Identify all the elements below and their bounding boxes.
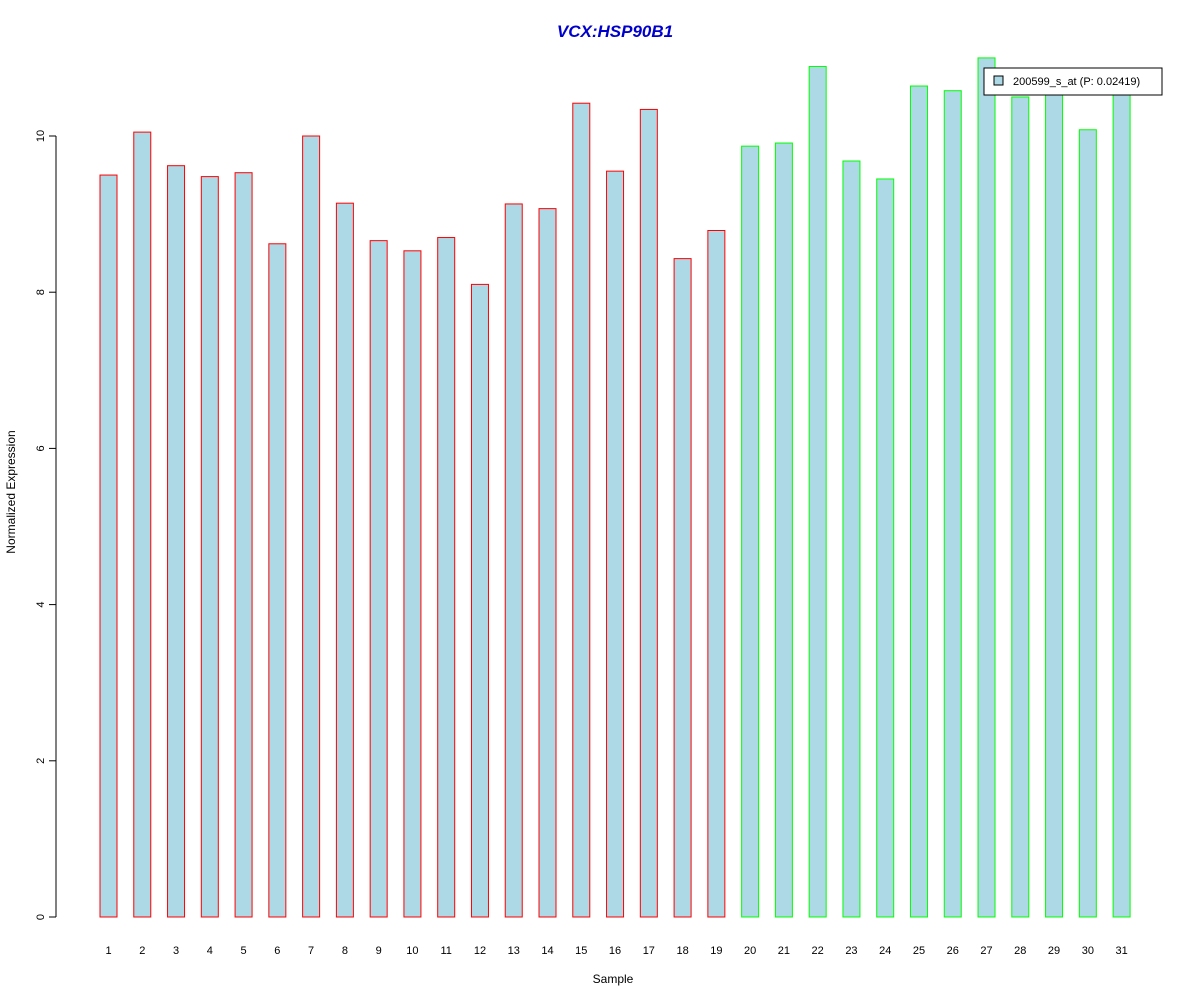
x-tick-label: 13 [508,945,520,957]
bar [470,283,489,918]
x-tick-label: 16 [609,945,621,957]
bar [133,131,152,918]
x-tick-label: 2 [139,945,145,957]
bar [808,65,827,918]
x-tick-label: 10 [406,945,418,957]
legend-box [983,67,1163,96]
y-tick-label: 0 [35,914,47,920]
chart-title: VCX:HSP90B1 [557,22,673,41]
bar [167,165,186,918]
x-tick-label: 6 [274,945,280,957]
bar [876,178,895,918]
x-tick-label: 19 [710,945,722,957]
x-tick-label: 30 [1082,945,1094,957]
bar [1045,90,1064,918]
bar [1078,129,1097,918]
y-axis-label: Normalized Expression [4,430,18,553]
bar [538,208,557,918]
x-tick-label: 22 [812,945,824,957]
x-tick-label: 3 [173,945,179,957]
bar [673,258,692,918]
x-tick-label: 12 [474,945,486,957]
bar [639,108,658,918]
x-tick-label: 5 [241,945,247,957]
x-tick-label: 18 [676,945,688,957]
y-tick-label: 2 [35,758,47,764]
bar [268,243,287,918]
x-tick-label: 21 [778,945,790,957]
bar-series [99,57,1131,918]
x-tick-label: 26 [947,945,959,957]
x-tick-label: 17 [643,945,655,957]
bar [909,85,928,918]
bar [943,90,962,918]
x-tick-label: 14 [541,945,553,957]
x-tick-label: 25 [913,945,925,957]
legend: 200599_s_at (P: 0.02419) [983,67,1163,96]
bar [99,174,118,918]
bar [234,172,253,918]
x-tick-label: 8 [342,945,348,957]
x-tick-label: 24 [879,945,891,957]
bar [741,145,760,918]
bar [1011,96,1030,918]
x-tick-label: 29 [1048,945,1060,957]
legend-entry: 200599_s_at (P: 0.02419) [1013,76,1140,88]
x-tick-label: 1 [105,945,111,957]
x-tick-label: 4 [207,945,213,957]
bar [335,202,354,918]
y-axis: 0 2 4 6 8 10 [35,130,57,920]
x-tick-label: 31 [1115,945,1127,957]
bar [977,57,996,918]
x-tick-label: 9 [376,945,382,957]
x-axis-label: Sample [593,972,634,986]
bar [707,230,726,918]
bar [504,203,523,918]
bar [369,240,388,918]
x-tick-label: 27 [980,945,992,957]
bar [842,160,861,918]
bar [302,135,321,918]
bar [403,250,422,918]
bar [1112,84,1131,918]
bar [774,142,793,918]
bar [572,102,591,918]
x-tick-label: 7 [308,945,314,957]
x-axis-tick-labels: 1 2 3 4 5 6 7 8 9 10 11 12 13 14 15 16 17 18 19 20 21 22 23 24 2… [105,945,1127,957]
bar [200,176,219,918]
x-tick-label: 11 [440,945,451,957]
y-tick-label: 6 [35,445,47,451]
bar [437,237,456,918]
x-tick-label: 23 [845,945,857,957]
bar [606,170,625,918]
y-tick-label: 10 [35,130,47,142]
x-tick-label: 15 [575,945,587,957]
x-tick-label: 28 [1014,945,1026,957]
x-tick-label: 20 [744,945,756,957]
y-tick-label: 8 [35,289,47,295]
y-tick-label: 4 [35,602,47,608]
legend-swatch [993,75,1004,86]
